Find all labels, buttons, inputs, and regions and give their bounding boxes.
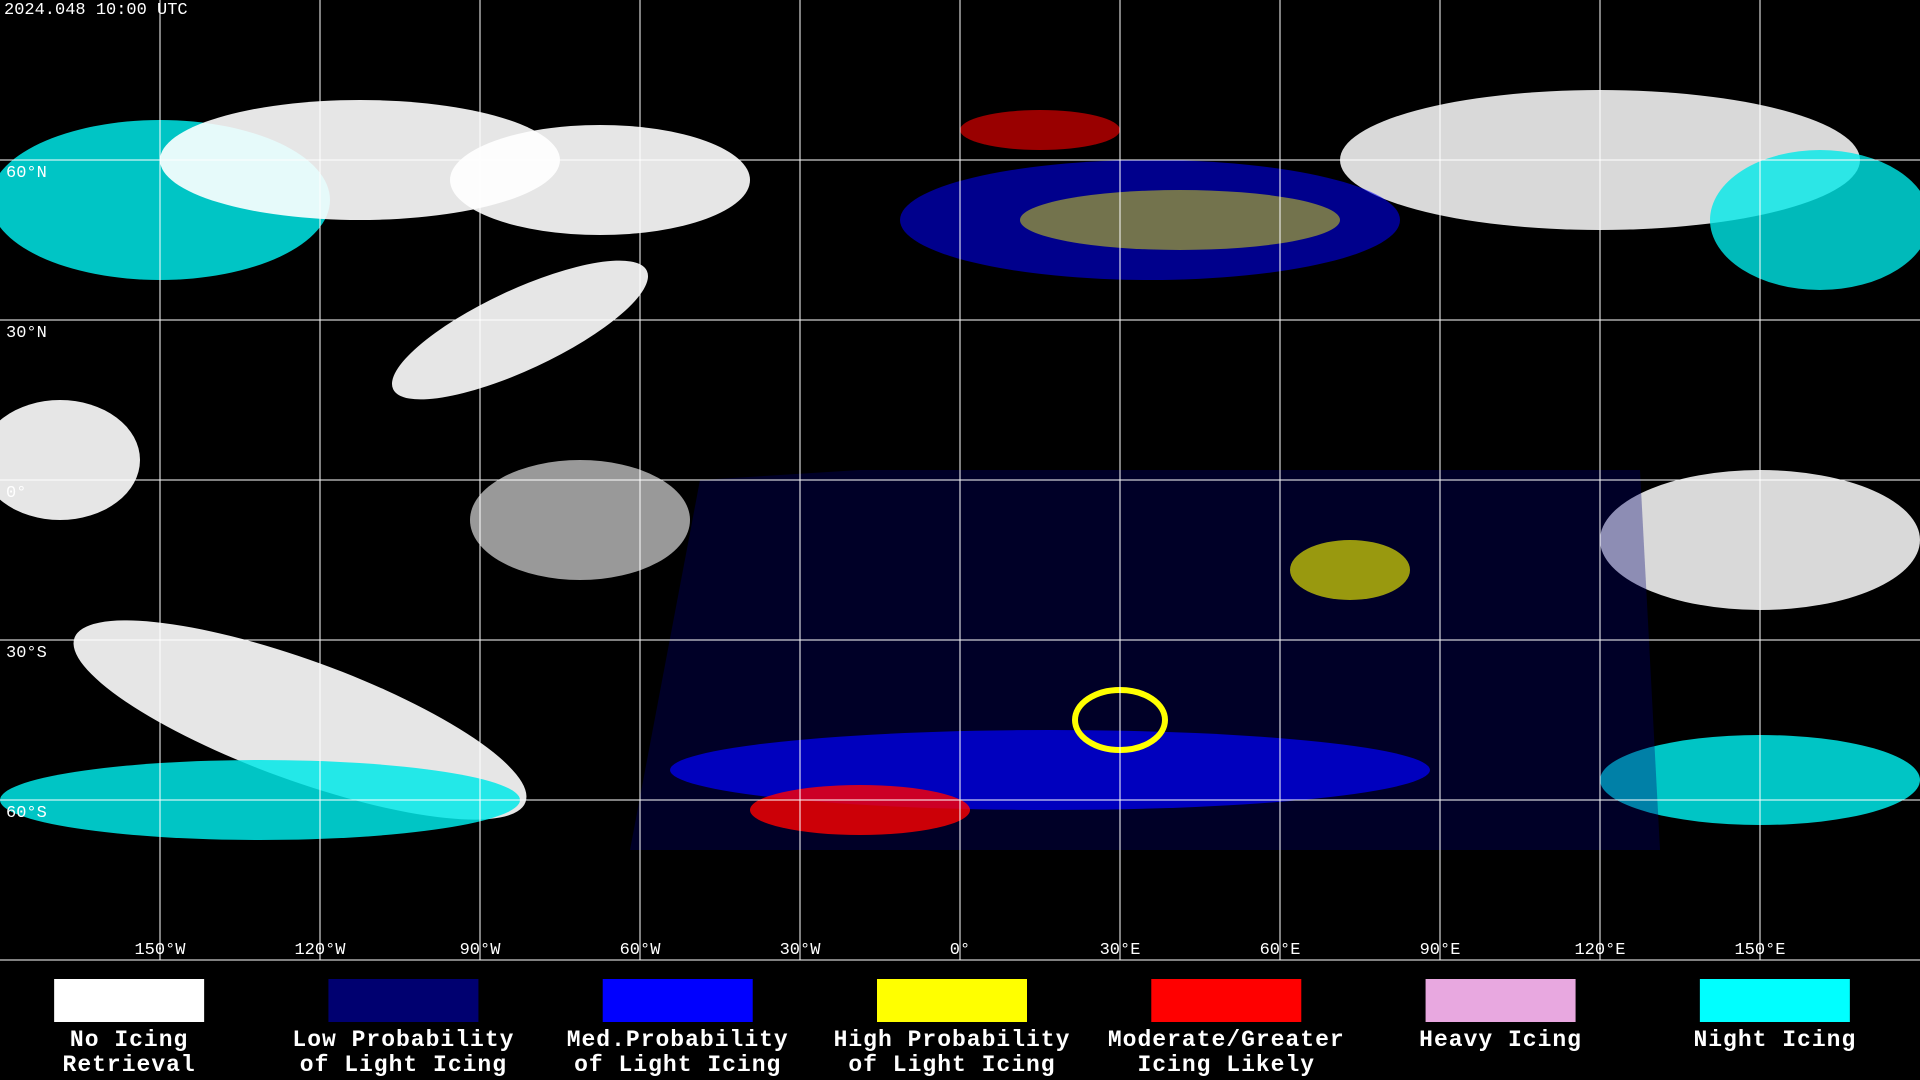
- legend-label: No Icing: [70, 1027, 188, 1053]
- legend-swatch: [54, 979, 205, 1022]
- legend-label: High Probability: [834, 1027, 1071, 1053]
- graticule: [0, 0, 1920, 961]
- lon-label: 0°: [950, 941, 970, 960]
- lon-label: 150°W: [134, 941, 186, 960]
- cloud-field: [0, 90, 1920, 850]
- lat-label: 60°N: [6, 164, 47, 183]
- legend-label: Low Probability: [292, 1027, 514, 1053]
- legend-label: of Light Icing: [848, 1052, 1055, 1078]
- lon-label: 90°E: [1420, 941, 1461, 960]
- timestamp: 2024.048 10:00 UTC: [4, 1, 188, 20]
- legend-label: Med.Probability: [567, 1027, 789, 1053]
- lat-label: 30°N: [6, 324, 47, 343]
- lon-label: 60°W: [620, 941, 662, 960]
- legend-label: Moderate/Greater: [1108, 1027, 1345, 1053]
- lon-label: 60°E: [1260, 941, 1301, 960]
- legend-label: Retrieval: [63, 1052, 196, 1078]
- lat-label: 0°: [6, 484, 26, 503]
- lon-label: 120°W: [294, 941, 346, 960]
- lon-label: 30°W: [780, 941, 822, 960]
- legend-label: Icing Likely: [1137, 1052, 1315, 1078]
- lon-label: 120°E: [1574, 941, 1625, 960]
- legend-label: Heavy Icing: [1419, 1027, 1582, 1053]
- lat-label: 30°S: [6, 644, 47, 663]
- legend-swatch: [328, 979, 479, 1022]
- legend-label: of Light Icing: [300, 1052, 507, 1078]
- legend-swatch: [1425, 979, 1576, 1022]
- legend-swatch: [1151, 979, 1302, 1022]
- legend-swatch: [602, 979, 753, 1022]
- map-labels: 60°N 30°N 0° 30°S 60°S 150°W 120°W 90°W 60°W 30°W…: [6, 164, 1786, 960]
- lon-label: 30°E: [1100, 941, 1141, 960]
- legend-swatch: [1699, 979, 1850, 1022]
- lat-label: 60°S: [6, 804, 47, 823]
- lon-label: 90°W: [460, 941, 502, 960]
- legend-swatch: [877, 979, 1027, 1022]
- legend-label: of Light Icing: [574, 1052, 781, 1078]
- lon-label: 150°E: [1734, 941, 1785, 960]
- legend-label: Night Icing: [1693, 1027, 1856, 1053]
